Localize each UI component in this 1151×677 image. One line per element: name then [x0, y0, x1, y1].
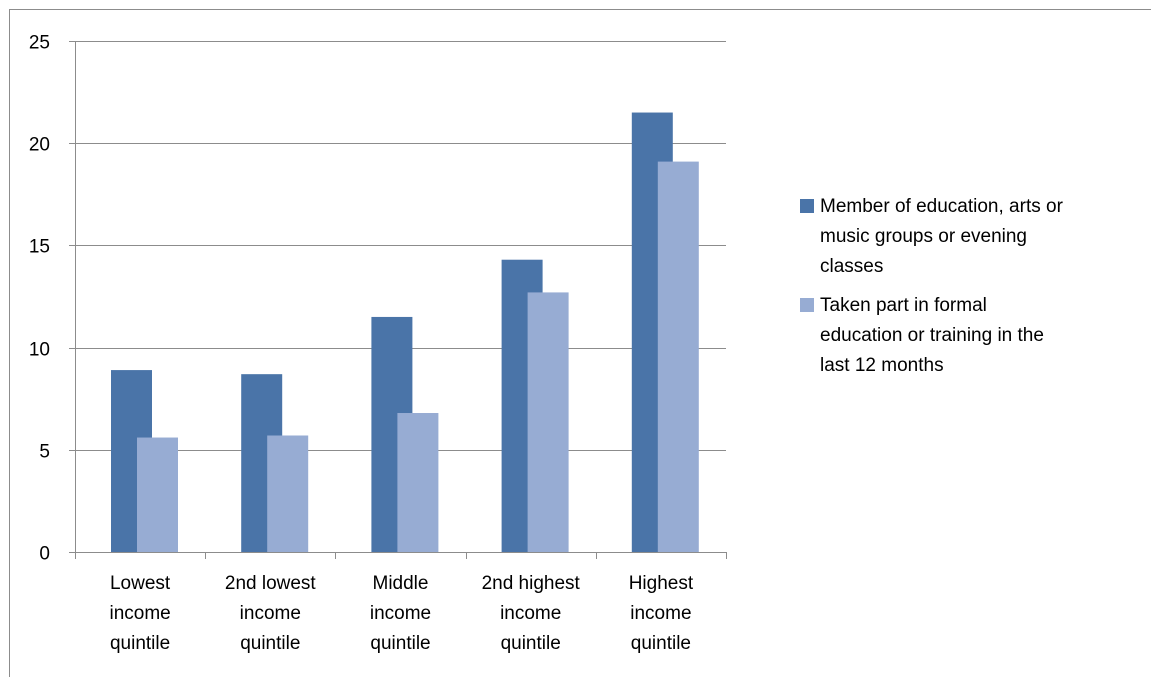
legend-label-series-2: Taken part in formal education or traini…: [820, 295, 1044, 376]
y-tick-label: 20: [29, 135, 50, 156]
bar-series-2: [657, 161, 699, 552]
legend-swatch-series-1: [800, 199, 814, 213]
bar-series-2: [397, 413, 439, 552]
x-category-label: 2nd lowest income quintile: [225, 573, 317, 654]
legend-item-series-2: Taken part in formal education or traini…: [800, 291, 1145, 381]
bar-series-2: [267, 435, 309, 552]
legend-swatch-series-2: [800, 298, 814, 312]
chart-area: [9, 9, 1151, 677]
legend-label-series-1: Member of education, arts or music group…: [820, 196, 1063, 277]
x-category-labels: Lowest income quintile 2nd lowest income quin…: [109, 573, 693, 654]
bar-series-2: [137, 437, 178, 552]
y-tick-label: 25: [29, 33, 50, 54]
y-tick-label: 0: [39, 544, 50, 565]
bars: [111, 112, 699, 552]
x-category-label: Lowest income quintile: [109, 573, 170, 654]
y-tick-label: 15: [29, 237, 50, 258]
bar-series-2: [527, 292, 569, 552]
x-category-label: Middle income quintile: [370, 573, 431, 654]
x-category-label: Highest income quintile: [629, 573, 694, 654]
legend: Member of education, arts or music group…: [800, 192, 1145, 390]
x-category-label: 2nd highest income quintile: [482, 573, 581, 654]
axes: [69, 41, 727, 559]
y-tick-labels: 0 5 10 15 20 25: [29, 33, 50, 565]
y-tick-label: 10: [29, 340, 50, 361]
legend-item-series-1: Member of education, arts or music group…: [800, 192, 1145, 282]
y-tick-label: 5: [39, 442, 50, 463]
